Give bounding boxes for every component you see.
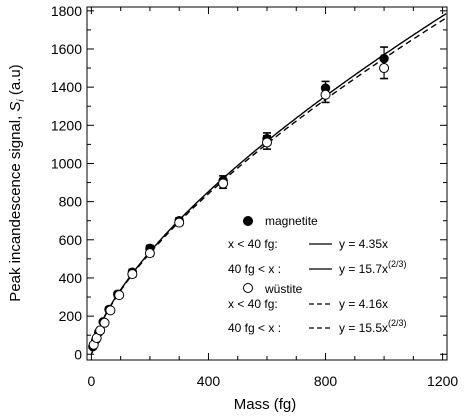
legend-row-3-equation: y = 4.16x: [339, 297, 388, 311]
y-axis-title-main: Peak incandescence signal,: [7, 112, 24, 302]
data-markers: [88, 53, 390, 352]
data-point-wustite: [174, 217, 185, 228]
data-point-wustite: [114, 290, 125, 301]
y-tick-label: 600: [59, 232, 83, 248]
legend-row-2-eq-sup: (2/3): [388, 259, 407, 269]
x-tick-label: 400: [197, 373, 221, 389]
y-axis-title-subscript: i: [16, 99, 27, 102]
data-point-wustite: [99, 317, 110, 328]
data-point-magnetite: [379, 53, 389, 64]
data-point-wustite: [379, 63, 390, 74]
legend-row-4-eq-sup: (2/3): [388, 318, 407, 328]
y-tick-label: 1000: [51, 155, 82, 171]
legend-row-3-condition: x < 40 fg:: [228, 297, 278, 311]
data-point-wustite: [262, 137, 272, 148]
legend-row-4-eq-main: y = 15.5x: [339, 321, 388, 335]
x-tick-label: 800: [314, 373, 338, 389]
data-point-wustite: [105, 305, 116, 316]
legend-marker-magnetite: [243, 216, 253, 226]
x-tick-label: 0: [87, 373, 95, 389]
y-tick-label: 1200: [51, 117, 82, 133]
legend-row-2-condition: 40 fg < x :: [228, 262, 281, 276]
y-tick-label: 800: [59, 194, 83, 210]
legend-row-2-eq-main: y = 15.7x: [339, 262, 388, 276]
data-point-wustite: [95, 325, 106, 336]
y-axis-title-unit: (a.u): [7, 64, 24, 99]
y-tick-label: 200: [59, 308, 83, 324]
data-point-wustite: [218, 178, 229, 189]
y-tick-label: 1600: [51, 41, 82, 57]
legend-label-magnetite: magnetite: [265, 214, 318, 228]
legend-label-wustite: wüstite: [264, 282, 303, 296]
y-tick-label: 400: [59, 270, 83, 286]
y-tick-label: 1800: [51, 3, 82, 19]
legend-row-4-equation: y = 15.5x(2/3): [339, 318, 407, 335]
y-axis-title-symbol: S: [7, 102, 24, 112]
legend-row-2-equation: y = 15.7x(2/3): [339, 259, 407, 276]
legend-marker-wustite: [243, 283, 253, 293]
data-point-wustite: [144, 248, 155, 259]
x-axis-title: Mass (fg): [234, 396, 297, 413]
x-tick-label: 1200: [427, 373, 458, 389]
legend-row-4-condition: 40 fg < x :: [228, 321, 281, 335]
y-tick-label: 0: [74, 346, 82, 362]
legend-row-1-condition: x < 40 fg:: [228, 237, 278, 251]
data-point-wustite: [320, 89, 331, 100]
legend: magnetite x < 40 fg: y = 4.35x 40 fg < x…: [228, 214, 407, 335]
axis-ticks: 0 400 800 1200 0 200 400 600 800 1000 1200 1400 1600…: [51, 3, 459, 389]
legend-row-1-equation: y = 4.35x: [339, 237, 388, 251]
data-point-wustite: [127, 269, 138, 280]
y-axis-title: Peak incandescence signal, Si (a.u): [7, 64, 27, 301]
y-tick-label: 1400: [51, 79, 82, 95]
